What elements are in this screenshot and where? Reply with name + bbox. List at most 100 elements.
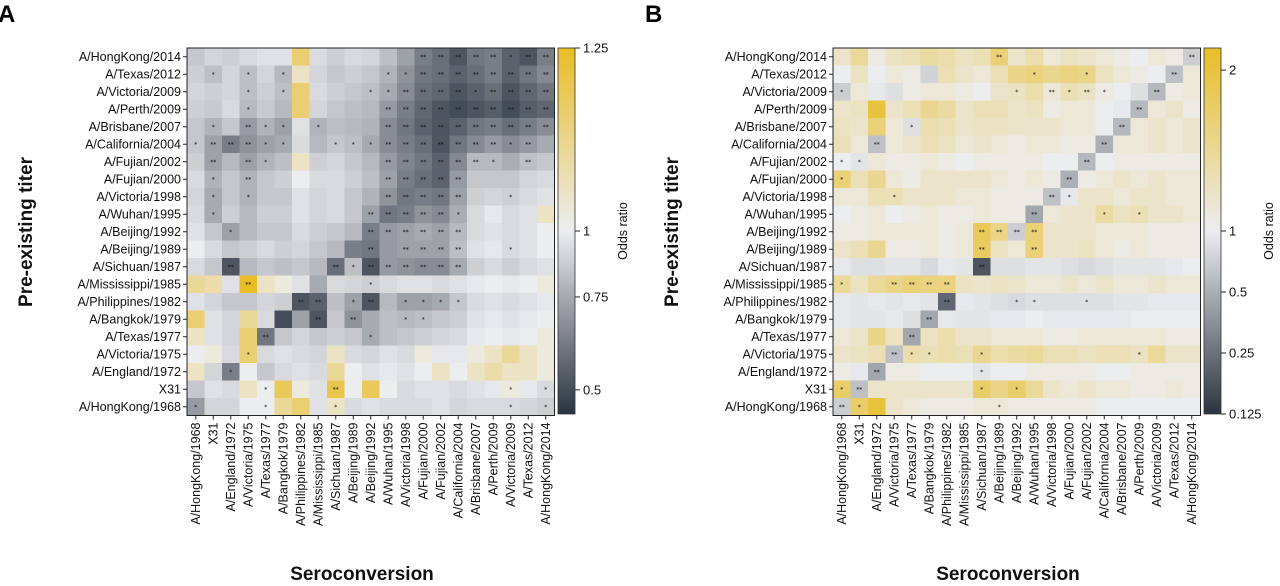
heatmap-cell (379, 100, 398, 119)
heatmap-cell (257, 153, 275, 171)
heatmap-cell (1183, 118, 1201, 136)
heatmap-cell (309, 205, 328, 224)
heatmap-cell (467, 398, 485, 416)
heatmap-cell (222, 363, 240, 381)
heatmap-cell (1148, 328, 1166, 346)
heatmap-cell (414, 65, 433, 84)
heatmap-cell (414, 118, 433, 136)
significance-marker: * (369, 334, 372, 341)
heatmap-cell (274, 293, 293, 311)
heatmap-cell (257, 48, 275, 66)
heatmap-cell (1165, 398, 1184, 416)
heatmap-cell (955, 380, 974, 399)
heatmap-cell (1078, 258, 1096, 276)
row-label: A/Fujian/2002 (104, 155, 181, 169)
significance-marker: * (247, 71, 250, 78)
heatmap-cell (467, 258, 485, 276)
significance-marker: ** (403, 194, 409, 201)
heatmap-cell (362, 258, 380, 276)
significance-marker: ** (1014, 229, 1020, 236)
heatmap-cell (274, 135, 293, 154)
significance-marker: ** (1119, 124, 1125, 131)
significance-marker: ** (438, 194, 444, 201)
heatmap-cell (1113, 48, 1131, 66)
colorbar-tick-label: 2 (1229, 63, 1236, 78)
heatmap-cell (432, 380, 450, 399)
heatmap-cell (833, 153, 851, 171)
heatmap-cell (1060, 153, 1079, 171)
significance-marker: * (840, 159, 843, 166)
heatmap-cell (868, 48, 886, 66)
heatmap-cell (187, 188, 205, 206)
significance-marker: * (387, 89, 390, 96)
heatmap-cell (1043, 223, 1061, 241)
row-label: A/HongKong/2014 (79, 50, 181, 64)
heatmap-cell (990, 398, 1009, 416)
heatmap-cell (903, 363, 921, 381)
heatmap-cell (537, 345, 555, 364)
heatmap-cell (379, 328, 398, 346)
heatmap-cell (1148, 83, 1166, 101)
significance-marker: ** (420, 89, 426, 96)
significance-marker: ** (891, 351, 897, 358)
panel-b: B A/HongKong/2014A/Texas/2012A/Victoria/… (645, 1, 1276, 585)
heatmap-cell (990, 83, 1009, 101)
significance-marker: ** (455, 264, 461, 271)
heatmap-cell (1113, 363, 1131, 381)
significance-marker: ** (490, 141, 496, 148)
heatmap-cell (1043, 135, 1061, 154)
heatmap-cell (955, 170, 974, 189)
heatmap-cell (1078, 48, 1096, 66)
heatmap-cell (1148, 100, 1166, 119)
heatmap-cell (1130, 345, 1149, 364)
heatmap-cell (850, 380, 869, 399)
heatmap-cell (868, 100, 886, 119)
significance-marker: ** (490, 106, 496, 113)
significance-marker: * (1068, 89, 1071, 96)
heatmap-cell (1130, 135, 1149, 154)
heatmap-cell (990, 293, 1009, 311)
heatmap-cell (467, 275, 485, 294)
heatmap-cell (938, 275, 956, 294)
heatmap-cell (1025, 240, 1044, 259)
heatmap-cell (955, 328, 974, 346)
heatmap-cell (833, 223, 851, 241)
heatmap-cell (379, 153, 398, 171)
heatmap-cell (449, 170, 468, 189)
heatmap-cell (274, 223, 293, 241)
heatmap-cell (833, 240, 851, 259)
heatmap-cell (414, 363, 433, 381)
significance-marker: ** (839, 404, 845, 411)
significance-marker: ** (455, 246, 461, 253)
heatmap-cell (327, 83, 345, 101)
column-label: A/Texas/2012 (1168, 422, 1182, 498)
heatmap-cell (1130, 65, 1149, 84)
heatmap-cell (309, 153, 328, 171)
heatmap-cell (990, 223, 1009, 241)
heatmap-cell (519, 83, 538, 101)
column-label: A/Fujian/2000 (417, 422, 431, 499)
colorbar-tick-label: 1.25 (583, 41, 608, 56)
column-label: A/Brisbane/2007 (1115, 422, 1129, 514)
heatmap-cell (903, 170, 921, 189)
significance-marker: ** (874, 369, 880, 376)
heatmap-cell (292, 293, 310, 311)
heatmap-cell (327, 65, 345, 84)
heatmap-cell (1025, 345, 1044, 364)
heatmap-cell (850, 153, 869, 171)
heatmap-cell (1183, 170, 1201, 189)
heatmap-cell (868, 363, 886, 381)
significance-marker: ** (438, 71, 444, 78)
heatmap-cell (222, 153, 240, 171)
column-label: X31 (207, 422, 221, 444)
significance-marker: ** (473, 54, 479, 61)
heatmap-cell (222, 188, 240, 206)
panel-a-colorbar-gradient (557, 47, 576, 415)
significance-marker: ** (856, 386, 862, 393)
heatmap-cell (484, 135, 503, 154)
heatmap-cell (1148, 363, 1166, 381)
heatmap-cell (1148, 275, 1166, 294)
heatmap-cell (309, 328, 328, 346)
significance-marker: * (544, 404, 547, 411)
